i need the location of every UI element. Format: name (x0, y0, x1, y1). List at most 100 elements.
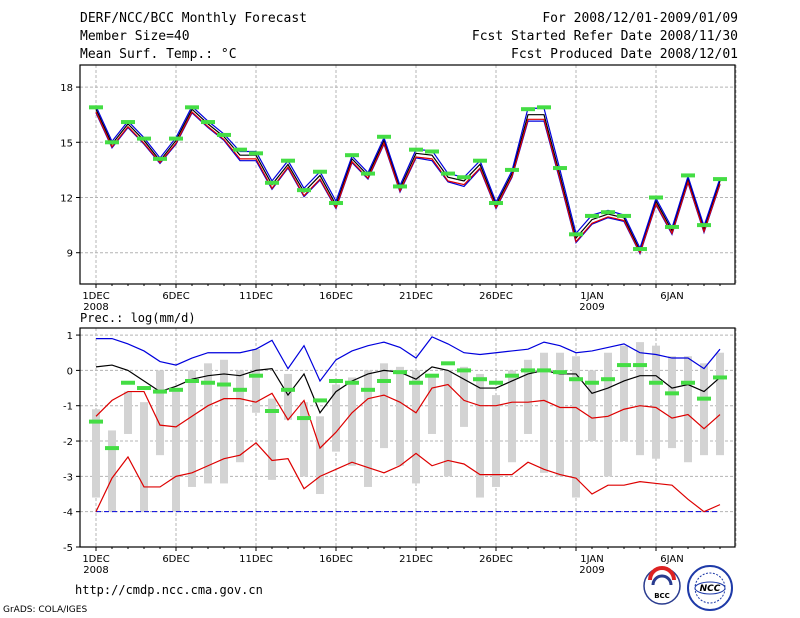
ensemble-box (348, 377, 356, 466)
analysis-marker (521, 368, 535, 373)
x-tick-label: 26DEC (479, 291, 513, 302)
analysis-marker (297, 416, 311, 421)
analysis-marker (121, 120, 135, 125)
analysis-marker (409, 147, 423, 152)
analysis-marker (617, 213, 631, 218)
ensemble-box (604, 352, 612, 477)
analysis-marker (553, 166, 567, 171)
analysis-marker (649, 380, 663, 385)
ensemble-box (92, 409, 100, 498)
produced-date: Fcst Produced Date 2008/12/01 (511, 47, 738, 62)
ensemble-box (636, 342, 644, 456)
analysis-marker (601, 210, 615, 215)
analysis-marker (233, 387, 247, 392)
x-tick-label: 6DEC (162, 554, 189, 565)
temperature-panel: 9 12 15 18 1DEC 6DEC 11DEC 16DEC 21DEC 26DEC 1JAN 6… (60, 64, 737, 313)
x-tick-label: 1JAN (580, 554, 603, 565)
y-tick-label: 1 (67, 331, 73, 342)
analysis-marker (185, 105, 199, 110)
ensemble-box (316, 416, 324, 495)
ensemble-box (300, 402, 308, 477)
series-line-mean (95, 108, 721, 253)
analysis-marker (201, 380, 215, 385)
analysis-marker (633, 363, 647, 368)
ensemble-box (700, 363, 708, 456)
analysis-marker (441, 361, 455, 366)
analysis-marker (569, 232, 583, 237)
x-tick-label: 6DEC (162, 291, 189, 302)
analysis-marker (489, 201, 503, 206)
x-tick-label: 21DEC (399, 554, 433, 565)
analysis-marker (153, 156, 167, 161)
series-line-lower2 (95, 110, 721, 255)
ensemble-box (380, 363, 388, 449)
analysis-marker (281, 387, 295, 392)
x-tick-label: 6JAN (660, 554, 683, 565)
panel-frame (79, 327, 736, 548)
analysis-marker (617, 363, 631, 368)
ensemble-box (332, 384, 340, 452)
ensemble-box (508, 370, 516, 463)
analysis-marker (601, 377, 615, 382)
analysis-marker (553, 370, 567, 375)
chart-title: DERF/NCC/BCC Monthly Forecast (80, 11, 307, 26)
ensemble-box (492, 395, 500, 487)
ensemble-box (716, 352, 724, 456)
analysis-marker (313, 169, 327, 174)
analysis-marker (505, 167, 519, 172)
analysis-marker (473, 158, 487, 163)
series-line-lower (95, 383, 721, 450)
x-tick-label: 16DEC (319, 554, 353, 565)
ensemble-box (252, 349, 260, 413)
ensemble-box (428, 377, 436, 434)
y-tick-label: -3 (63, 472, 73, 483)
analysis-marker (473, 377, 487, 382)
x-year-label: 2009 (579, 565, 604, 576)
ensemble-box (396, 366, 404, 466)
series-line-upper (96, 336, 721, 383)
analysis-marker (89, 105, 103, 110)
analysis-marker (105, 446, 119, 451)
analysis-marker (153, 389, 167, 394)
precip-title: Prec.: log(mm/d) (80, 311, 196, 325)
ensemble-box (124, 391, 132, 434)
analysis-marker (713, 375, 727, 380)
analysis-marker (249, 151, 263, 156)
x-year-label: 2008 (83, 302, 108, 313)
analysis-marker (585, 380, 599, 385)
analysis-marker (393, 184, 407, 189)
analysis-marker (697, 223, 711, 228)
analysis-marker (233, 147, 247, 152)
analysis-marker (329, 201, 343, 206)
analysis-marker (361, 387, 375, 392)
analysis-marker (441, 171, 455, 176)
analysis-marker (217, 382, 231, 387)
analysis-marker (361, 171, 375, 176)
ensemble-box (268, 398, 276, 480)
analysis-marker (505, 373, 519, 378)
analysis-marker (217, 132, 231, 137)
source-url[interactable]: http://cmdp.ncc.cma.gov.cn (75, 583, 263, 597)
analysis-marker (665, 224, 679, 229)
ensemble-box (156, 370, 164, 456)
ensemble-box (620, 345, 628, 442)
analysis-marker (121, 380, 135, 385)
analysis-marker (569, 377, 583, 382)
x-year-label: 2009 (579, 302, 604, 313)
analysis-marker (297, 188, 311, 193)
ensemble-box (476, 373, 484, 498)
analysis-marker (697, 396, 711, 401)
ensemble-box (140, 402, 148, 512)
analysis-marker (201, 120, 215, 125)
series-line-median (95, 364, 721, 414)
series-line-lowest (95, 441, 721, 513)
x-tick-label: 1JAN (580, 291, 603, 302)
analysis-marker (345, 153, 359, 158)
analysis-marker (537, 368, 551, 373)
x-tick-label: 1DEC (82, 291, 109, 302)
analysis-marker (425, 149, 439, 154)
y-tick-label: 15 (60, 138, 73, 149)
analysis-marker (169, 136, 183, 141)
